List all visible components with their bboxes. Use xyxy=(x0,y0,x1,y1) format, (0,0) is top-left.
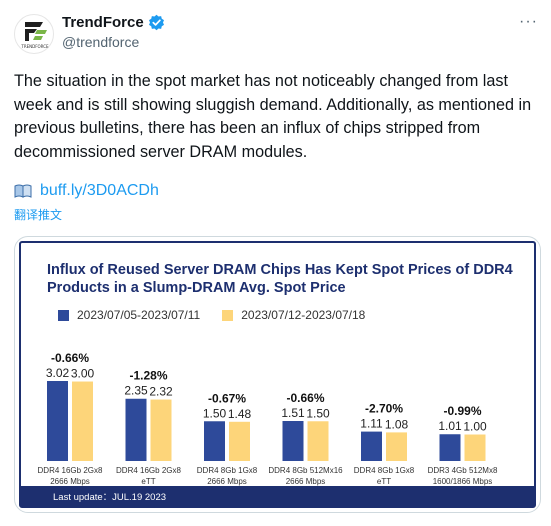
author-name[interactable]: TrendForce xyxy=(62,14,144,31)
legend-label-series-2: 2023/07/12-2023/07/18 xyxy=(241,308,366,322)
category-label-2-line-1: DDR4 16Gb 2Gx8 xyxy=(116,466,181,475)
bar-1-1 xyxy=(47,381,68,461)
category-label-2-line-2: eTT xyxy=(141,477,155,486)
change-label-2: -1.28% xyxy=(129,369,167,383)
translate-tweet-link[interactable]: 翻译推文 xyxy=(14,208,63,222)
author-name-row[interactable]: TrendForce xyxy=(62,14,165,31)
tweet-link[interactable]: buff.ly/3D0ACDh xyxy=(40,182,159,199)
bar-1-4 xyxy=(282,421,304,461)
bar-2-3 xyxy=(229,421,250,461)
bar-2-6 xyxy=(464,434,486,461)
category-label-3-line-1: DDR4 8Gb 1Gx8 xyxy=(197,466,258,475)
data-label-2-3: 1.48 xyxy=(228,407,252,421)
bar-2-4 xyxy=(307,421,329,461)
data-label-2-4: 1.50 xyxy=(306,406,330,420)
data-label-1-5: 1.11 xyxy=(360,417,383,431)
bar-chart: 3.02 3.00 -0.66% DDR4 16Gb 2Gx8 2666 Mbps 2.3… xyxy=(38,351,498,486)
tweet-media-card[interactable]: Influx of Reused Server DRAM Chips Has K… xyxy=(14,236,541,513)
bar-1-2 xyxy=(125,398,147,461)
data-label-1-4: 1.51 xyxy=(281,406,305,420)
chart-legend: 2023/07/05-2023/07/11 2023/07/12-2023/07… xyxy=(58,308,387,322)
avatar[interactable]: TRENDFORCE xyxy=(14,14,54,54)
chart-footer: Last update：JUL.19 2023 xyxy=(21,486,534,506)
category-label-4-line-2: 2666 Mbps xyxy=(286,477,326,486)
tweet-text: The situation in the spot market has not… xyxy=(14,72,532,161)
legend-item-series-1: 2023/07/05-2023/07/11 xyxy=(58,308,200,322)
category-label-4-line-1: DDR4 8Gb 512Mx16 xyxy=(268,466,343,475)
change-label-3: -0.67% xyxy=(208,391,246,405)
link-row[interactable]: buff.ly/3D0ACDh xyxy=(14,182,159,200)
bar-2-1 xyxy=(72,381,93,461)
data-label-1-6: 1.01 xyxy=(438,419,462,433)
legend-swatch-series-2 xyxy=(222,309,234,321)
category-label-1-line-1: DDR4 16Gb 2Gx8 xyxy=(38,466,103,475)
change-label-5: -2.70% xyxy=(365,402,403,416)
change-label-4: -0.66% xyxy=(286,391,324,405)
avatar-caption: TRENDFORCE xyxy=(21,44,49,49)
bar-1-6 xyxy=(439,434,461,461)
open-book-icon xyxy=(14,184,32,198)
trendforce-logo-icon xyxy=(25,22,47,41)
verified-badge-icon xyxy=(148,14,164,31)
data-label-2-5: 1.08 xyxy=(385,417,409,431)
category-label-6-line-2: 1600/1866 Mbps xyxy=(433,477,493,486)
bar-2-5 xyxy=(386,432,407,461)
bar-1-5 xyxy=(361,431,382,461)
category-label-5-line-2: eTT xyxy=(377,477,391,486)
bar-1-3 xyxy=(204,421,225,461)
legend-label-series-1: 2023/07/05-2023/07/11 xyxy=(77,308,201,322)
category-label-1-line-2: 2666 Mbps xyxy=(50,477,90,486)
change-label-1: -0.66% xyxy=(51,351,89,365)
data-label-2-6: 1.00 xyxy=(463,420,487,434)
legend-swatch-series-1 xyxy=(58,309,69,321)
category-label-3-line-2: 2666 Mbps xyxy=(207,477,247,486)
data-label-1-1: 3.02 xyxy=(46,366,70,380)
data-label-1-2: 2.35 xyxy=(124,384,148,398)
last-update-text: Last update：JUL.19 2023 xyxy=(53,492,167,503)
bar-2-2 xyxy=(150,399,172,461)
legend-item-series-2: 2023/07/12-2023/07/18 xyxy=(222,308,365,322)
category-label-6-line-1: DDR3 4Gb 512Mx8 xyxy=(428,466,498,475)
chart-title: Influx of Reused Server DRAM Chips Has K… xyxy=(47,262,513,296)
change-label-6: -0.99% xyxy=(443,404,481,418)
data-label-1-3: 1.50 xyxy=(203,406,227,420)
chart-frame: Influx of Reused Server DRAM Chips Has K… xyxy=(19,241,536,508)
data-label-2-2: 2.32 xyxy=(149,385,173,399)
data-label-2-1: 3.00 xyxy=(71,367,95,381)
author-handle[interactable]: @trendforce xyxy=(62,34,140,50)
more-options-icon[interactable]: ··· xyxy=(519,13,538,30)
category-label-5-line-1: DDR4 8Gb 1Gx8 xyxy=(354,466,415,475)
